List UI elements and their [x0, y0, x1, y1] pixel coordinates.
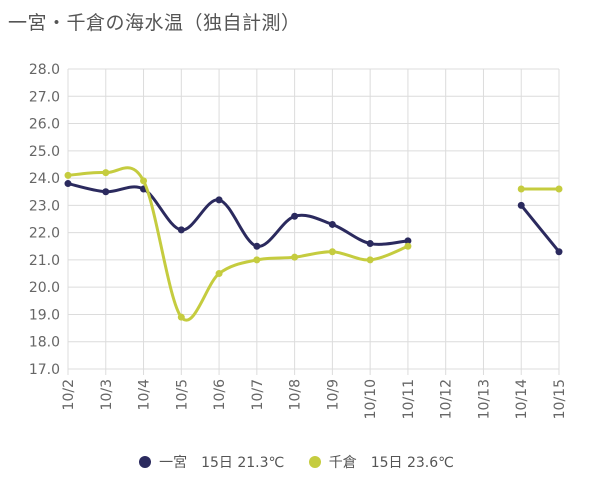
data-point-ichinomiya	[328, 220, 336, 228]
x-tick-label: 10/8	[288, 379, 304, 410]
x-tick-label: 10/11	[401, 379, 417, 419]
data-point-chikura	[517, 185, 525, 193]
x-tick-label: 10/12	[439, 379, 455, 419]
x-tick-label: 10/6	[212, 379, 228, 411]
data-point-chikura	[253, 256, 261, 264]
y-tick-label: 22.0	[29, 226, 60, 242]
x-tick-label: 10/15	[552, 379, 568, 419]
data-point-ichinomiya	[64, 180, 72, 188]
legend-item-ichinomiya[interactable]: 一宮 15日 21.3℃	[139, 452, 284, 472]
y-tick-label: 19.0	[29, 307, 60, 323]
x-tick-label: 10/4	[137, 379, 153, 411]
chart-title: 一宮・千倉の海水温（独自計測）	[8, 12, 301, 34]
legend-label-chikura: 千倉 15日 23.6℃	[328, 455, 454, 471]
data-point-chikura	[328, 248, 336, 256]
data-point-ichinomiya	[102, 188, 110, 196]
x-tick-label: 10/10	[363, 379, 379, 419]
y-tick-label: 23.0	[29, 198, 60, 214]
data-point-chikura	[404, 242, 412, 250]
x-tick-label: 10/2	[61, 379, 77, 410]
data-point-chikura	[215, 270, 223, 278]
data-point-chikura	[177, 313, 185, 321]
x-tick-label: 10/3	[99, 379, 115, 410]
data-point-ichinomiya	[215, 196, 223, 204]
legend-marker-chikura	[308, 456, 321, 468]
y-tick-label: 17.0	[29, 362, 60, 378]
data-point-chikura	[140, 177, 148, 185]
legend-label-ichinomiya: 一宮 15日 21.3℃	[159, 455, 285, 471]
y-tick-label: 21.0	[29, 253, 60, 269]
data-point-ichinomiya	[366, 240, 374, 248]
legend-marker-ichinomiya	[139, 456, 152, 468]
series-line-ichinomiya	[519, 203, 561, 254]
data-point-ichinomiya	[404, 237, 412, 245]
legend: 一宮 15日 21.3℃ 千倉 15日 23.6℃	[0, 452, 593, 472]
y-tick-label: 18.0	[29, 335, 60, 351]
data-point-ichinomiya	[177, 226, 185, 234]
data-point-ichinomiya	[555, 248, 563, 256]
data-point-ichinomiya	[253, 242, 261, 250]
y-tick-label: 24.0	[29, 171, 60, 187]
y-tick-label: 26.0	[29, 117, 60, 133]
series-line-ichinomiya	[66, 182, 410, 248]
x-tick-label: 10/9	[325, 379, 341, 410]
x-tick-label: 10/5	[174, 379, 190, 410]
x-tick-label: 10/14	[514, 379, 530, 419]
data-point-ichinomiya	[517, 201, 525, 209]
data-point-chikura	[64, 171, 72, 179]
x-tick-label: 10/13	[476, 379, 492, 419]
data-point-chikura	[291, 253, 299, 261]
data-point-chikura	[102, 169, 110, 177]
data-point-ichinomiya	[291, 212, 299, 220]
y-tick-label: 27.0	[29, 89, 60, 105]
data-point-chikura	[555, 185, 563, 193]
data-point-chikura	[366, 256, 374, 264]
legend-item-chikura[interactable]: 千倉 15日 23.6℃	[308, 452, 454, 472]
x-tick-label: 10/7	[250, 379, 266, 410]
y-tick-label: 28.0	[29, 62, 60, 78]
y-tick-label: 20.0	[29, 280, 60, 296]
y-tick-label: 25.0	[29, 144, 60, 160]
